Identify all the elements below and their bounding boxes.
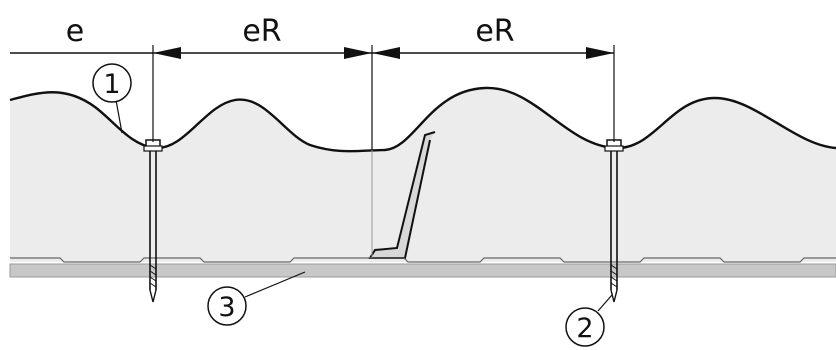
dimension-label-er-1: eR <box>242 14 281 49</box>
dimension-label-e: e <box>66 14 84 49</box>
callout-1: 1 <box>92 63 132 134</box>
arrow-1 <box>153 47 181 59</box>
callout-2-label: 2 <box>576 313 593 344</box>
panel-joint-overlap <box>368 131 436 259</box>
arrow-4 <box>586 47 614 59</box>
corrugated-top-sheet <box>9 86 836 153</box>
dimension-line <box>10 45 615 150</box>
callout-1-label: 1 <box>103 69 120 100</box>
fastener-screw-left <box>143 139 163 303</box>
arrow-3 <box>372 47 400 59</box>
arrow-2 <box>344 47 372 59</box>
callout-3: 3 <box>207 271 306 326</box>
dimension-label-er-2: eR <box>475 14 514 49</box>
substructure-support <box>9 263 836 278</box>
fastener-screw-right <box>604 139 624 303</box>
callout-3-label: 3 <box>218 292 235 323</box>
panel-bottom-liner <box>10 257 836 263</box>
callout-2: 2 <box>565 294 613 347</box>
